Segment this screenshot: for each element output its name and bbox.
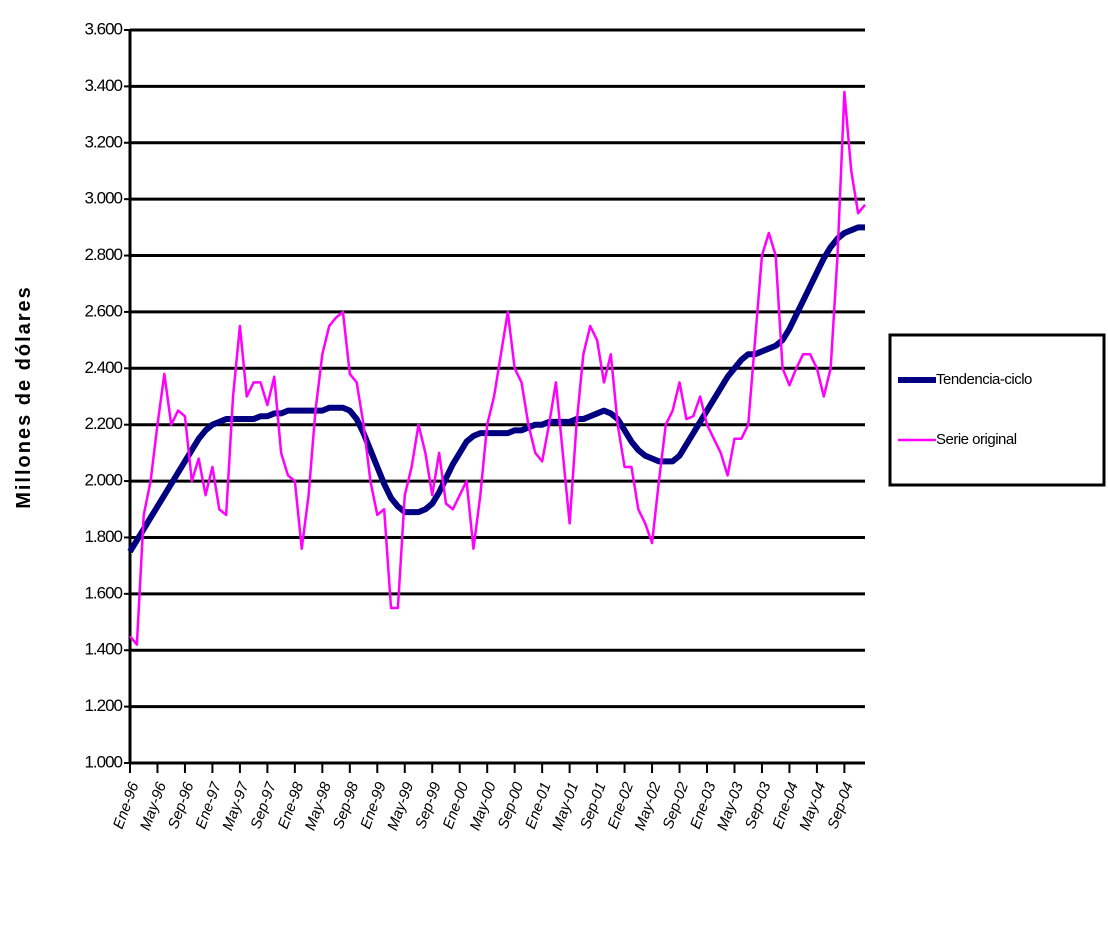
y-tick-label: 1.400 bbox=[84, 640, 122, 659]
y-axis-label: Millones de dólares bbox=[13, 285, 35, 509]
legend-text: Serie original bbox=[936, 431, 1017, 448]
y-tick-label: 3.000 bbox=[84, 189, 122, 208]
y-tick-label: 1.600 bbox=[84, 583, 122, 602]
y-tick-label: 3.400 bbox=[84, 76, 122, 95]
y-tick-label: 2.000 bbox=[84, 471, 122, 490]
legend-text: Tendencia-ciclo bbox=[936, 371, 1032, 388]
y-tick-label: 2.200 bbox=[84, 414, 122, 433]
y-tick-label: 1.200 bbox=[84, 696, 122, 715]
series-line bbox=[129, 90, 866, 646]
legend-box bbox=[888, 333, 1106, 487]
x-tick-label: Sep-04 bbox=[824, 780, 857, 831]
y-tick-label: 2.400 bbox=[84, 358, 122, 377]
y-tick-label: 2.800 bbox=[84, 245, 122, 264]
y-tick-label: 3.600 bbox=[84, 19, 122, 38]
y-tick-label: 3.200 bbox=[84, 132, 122, 151]
series-line bbox=[127, 224, 865, 554]
y-tick-label: 1.000 bbox=[84, 752, 122, 771]
y-tick-label: 2.600 bbox=[84, 301, 122, 320]
y-tick-label: 1.800 bbox=[84, 527, 122, 546]
